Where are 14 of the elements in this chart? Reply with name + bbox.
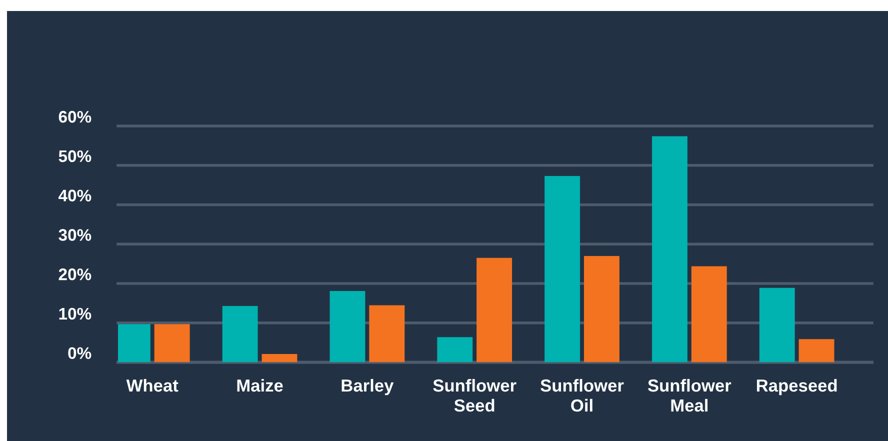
x-tick-label: Rapeseed: [756, 378, 837, 396]
y-tick-label: 60%: [58, 110, 92, 123]
y-tick-label: 50%: [58, 150, 92, 162]
y-tick-label: 30%: [58, 229, 92, 241]
x-tick-label: Sunflower Seed: [433, 378, 516, 412]
y-tick-label: 0%: [68, 347, 92, 360]
x-tick-label: Barley: [342, 378, 394, 396]
x-tick-label: Sunflower Meal: [648, 378, 732, 412]
x-tick-label: Maize: [237, 378, 283, 392]
y-tick-label: 40%: [58, 190, 92, 202]
x-tick-label: Wheat: [126, 378, 178, 392]
y-tick-label: 20%: [58, 268, 92, 280]
x-tick-label: Sunflower Oil: [540, 378, 624, 412]
y-tick-label: 10%: [59, 308, 92, 320]
